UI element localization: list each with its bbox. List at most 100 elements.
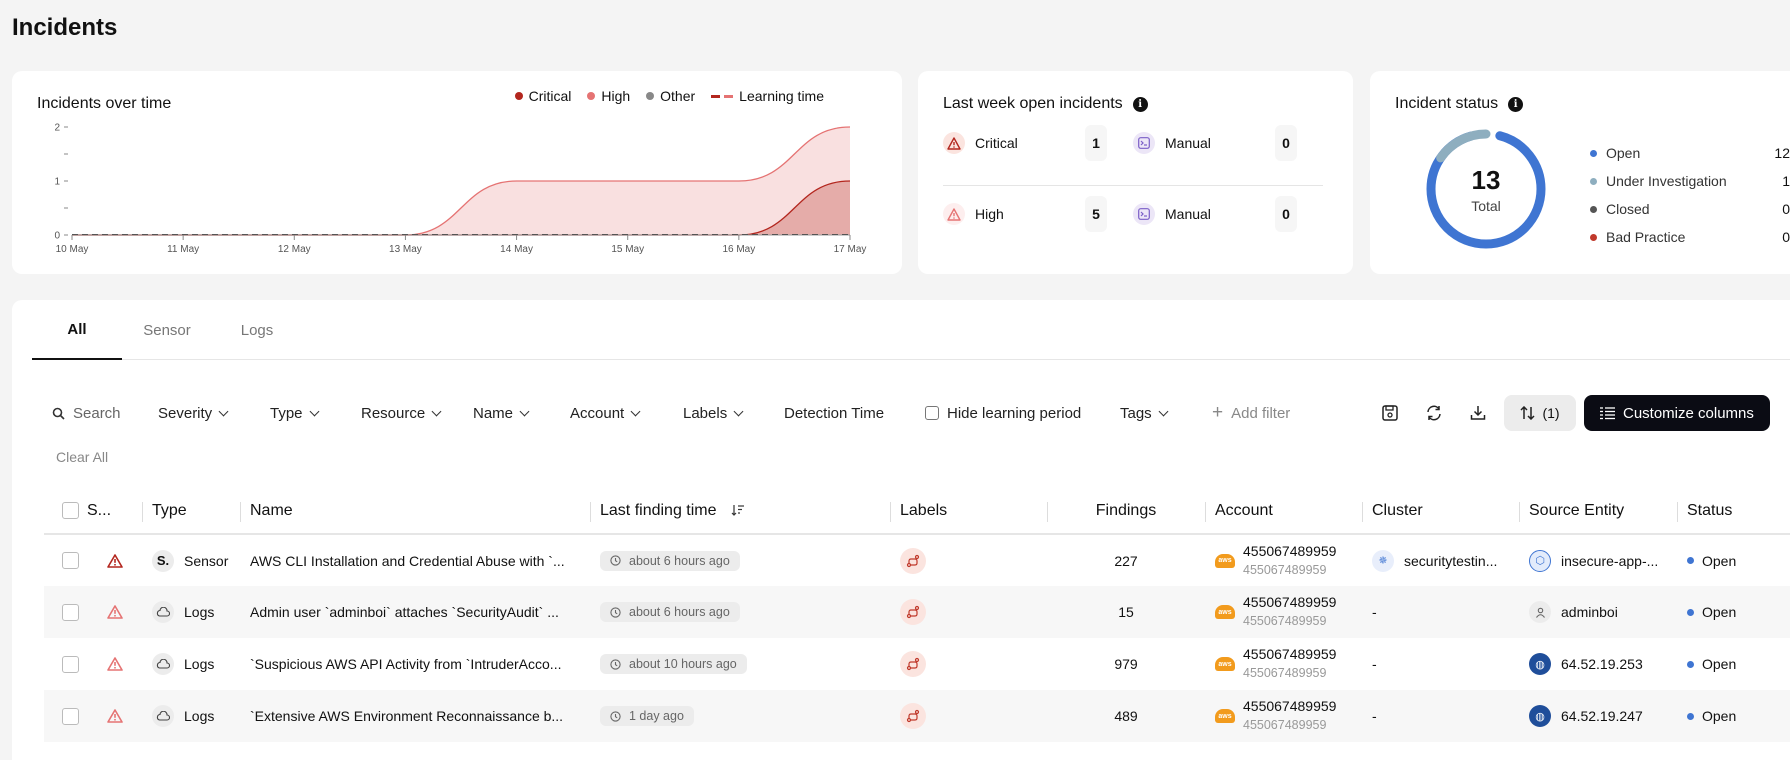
- last-week-open-incidents-card: Last week open incidents i Critical 1 Ma…: [918, 71, 1353, 274]
- x-tick-label: 10 May: [56, 244, 89, 255]
- customize-columns-button[interactable]: Customize columns: [1584, 395, 1770, 431]
- severity-filter[interactable]: Severity: [158, 405, 270, 422]
- col-cluster[interactable]: Cluster: [1362, 488, 1519, 535]
- add-filter-button[interactable]: + Add filter: [1212, 402, 1290, 424]
- route-icon[interactable]: [900, 651, 926, 677]
- incident-status-title-text: Incident status: [1395, 95, 1499, 112]
- incident-name[interactable]: Admin user `adminboi` attaches `Security…: [240, 586, 590, 638]
- checkbox[interactable]: [925, 406, 939, 420]
- col-last-finding-time[interactable]: Last finding time: [590, 488, 890, 535]
- status-text: Open: [1702, 656, 1737, 672]
- table-row[interactable]: Logs Admin user `adminboi` attaches `Sec…: [44, 586, 1790, 638]
- col-severity[interactable]: S...: [44, 488, 142, 535]
- legend-critical[interactable]: Critical: [514, 88, 572, 104]
- type-label: Logs: [184, 656, 215, 672]
- legend-other[interactable]: Other: [646, 88, 695, 104]
- manual-count: 0: [1275, 196, 1297, 232]
- status-closed[interactable]: Closed 0: [1590, 195, 1790, 223]
- findings-count: 489: [1047, 690, 1205, 742]
- time-text: about 6 hours ago: [629, 553, 730, 568]
- col-source-entity[interactable]: Source Entity: [1519, 488, 1677, 535]
- header-label: S...: [87, 501, 112, 519]
- status-legend: Open 12 Under Investigation 1 Closed 0 Bad …: [1590, 139, 1790, 251]
- info-icon[interactable]: i: [1508, 96, 1524, 112]
- tags-filter[interactable]: Tags: [1120, 405, 1212, 422]
- source-entity: adminboi: [1561, 604, 1618, 620]
- chart-title: Incidents over time: [37, 95, 172, 112]
- incident-name[interactable]: `Suspicious AWS API Activity from `Intru…: [250, 656, 562, 672]
- high-warning-icon: [107, 605, 123, 620]
- findings-count: 979: [1114, 656, 1138, 672]
- col-findings[interactable]: Findings: [1047, 488, 1205, 535]
- incident-name[interactable]: `Extensive AWS Environment Reconnaissanc…: [240, 690, 590, 742]
- incidents-area-chart: 0 1 2 10 May 11 May 12 May 13 May 14 May 15 May 1…: [54, 123, 866, 256]
- tab-sensor[interactable]: Sensor: [143, 321, 191, 339]
- hide-learning-period-toggle[interactable]: Hide learning period: [925, 405, 1120, 422]
- type-filter[interactable]: Type: [270, 405, 361, 422]
- time-badge: 1 day ago: [600, 706, 694, 726]
- legend-label: Critical: [528, 88, 572, 104]
- row-checkbox[interactable]: [62, 707, 79, 725]
- account-sub-id: 455067489959: [1243, 666, 1327, 680]
- clear-all-link[interactable]: Clear All: [56, 449, 109, 465]
- row-checkbox[interactable]: [62, 552, 79, 570]
- header-label: Source Entity: [1529, 501, 1625, 519]
- tab-all[interactable]: All: [32, 300, 122, 360]
- aws-icon: aws: [1215, 709, 1235, 723]
- name-filter[interactable]: Name: [473, 405, 570, 422]
- cloud-logs-icon: [152, 705, 174, 727]
- account-id: 455067489959: [1243, 698, 1337, 714]
- route-icon[interactable]: [900, 547, 926, 574]
- col-account[interactable]: Account: [1205, 488, 1362, 535]
- clock-icon: [610, 710, 621, 722]
- x-tick-label: 13 May: [389, 244, 422, 255]
- legend-label: High: [601, 88, 631, 104]
- incident-name[interactable]: AWS CLI Installation and Credential Abus…: [250, 552, 565, 569]
- total-count: 13: [1471, 164, 1501, 195]
- table-row[interactable]: S. Sensor AWS CLI Installation and Creden…: [44, 534, 1790, 586]
- y-tick-label: 1: [54, 177, 60, 188]
- status-bad-practice[interactable]: Bad Practice 0: [1590, 223, 1790, 251]
- source-entity: insecure-app-...: [1561, 552, 1659, 569]
- route-icon[interactable]: [900, 703, 926, 729]
- col-type[interactable]: Type: [142, 488, 240, 535]
- status-under-investigation[interactable]: Under Investigation 1: [1590, 167, 1790, 195]
- col-status[interactable]: Status: [1677, 488, 1790, 535]
- row-checkbox[interactable]: [62, 603, 79, 621]
- refresh-button[interactable]: [1416, 395, 1452, 431]
- download-button[interactable]: [1460, 395, 1496, 431]
- detection-time-filter[interactable]: Detection Time: [784, 405, 925, 422]
- legend-learning-time[interactable]: Learning time: [711, 88, 824, 104]
- filter-label: Name: [473, 404, 514, 422]
- aws-icon: aws: [1215, 657, 1235, 671]
- info-icon[interactable]: i: [1132, 96, 1148, 112]
- search-input[interactable]: Search: [73, 404, 121, 422]
- legend-high[interactable]: High: [587, 88, 630, 104]
- resource-filter[interactable]: Resource: [361, 405, 473, 422]
- sort-desc-icon[interactable]: [731, 504, 745, 517]
- search-filter[interactable]: Search: [52, 405, 158, 422]
- col-name[interactable]: Name: [240, 488, 590, 535]
- globe-icon: ◍: [1529, 653, 1551, 675]
- incidents-table-panel: All Sensor Logs Search Severity Type Res…: [12, 300, 1790, 760]
- row-checkbox[interactable]: [62, 655, 79, 673]
- table-row[interactable]: Logs `Suspicious AWS API Activity from `…: [44, 638, 1790, 690]
- col-labels[interactable]: Labels: [890, 488, 1047, 535]
- select-all-checkbox[interactable]: [62, 501, 79, 519]
- sort-button[interactable]: (1): [1504, 395, 1576, 431]
- save-view-button[interactable]: [1372, 395, 1408, 431]
- labels-filter[interactable]: Labels: [683, 405, 784, 422]
- route-icon[interactable]: [900, 599, 926, 625]
- tab-logs[interactable]: Logs: [240, 321, 274, 339]
- account-filter[interactable]: Account: [570, 405, 683, 422]
- status-open[interactable]: Open 12: [1590, 139, 1790, 167]
- severity-label: Critical: [975, 135, 1018, 151]
- chevron-down-icon: [431, 406, 442, 416]
- type-label: Logs: [184, 604, 215, 620]
- table-row[interactable]: Logs `Extensive AWS Environment Reconnai…: [44, 690, 1790, 742]
- terminal-icon: [1133, 203, 1155, 225]
- incidents-table: S... Type Name Last finding time Labels …: [44, 488, 1790, 742]
- header-label: Findings: [1095, 501, 1157, 519]
- status-text: Open: [1702, 604, 1737, 620]
- x-tick-label: 14 May: [500, 244, 533, 255]
